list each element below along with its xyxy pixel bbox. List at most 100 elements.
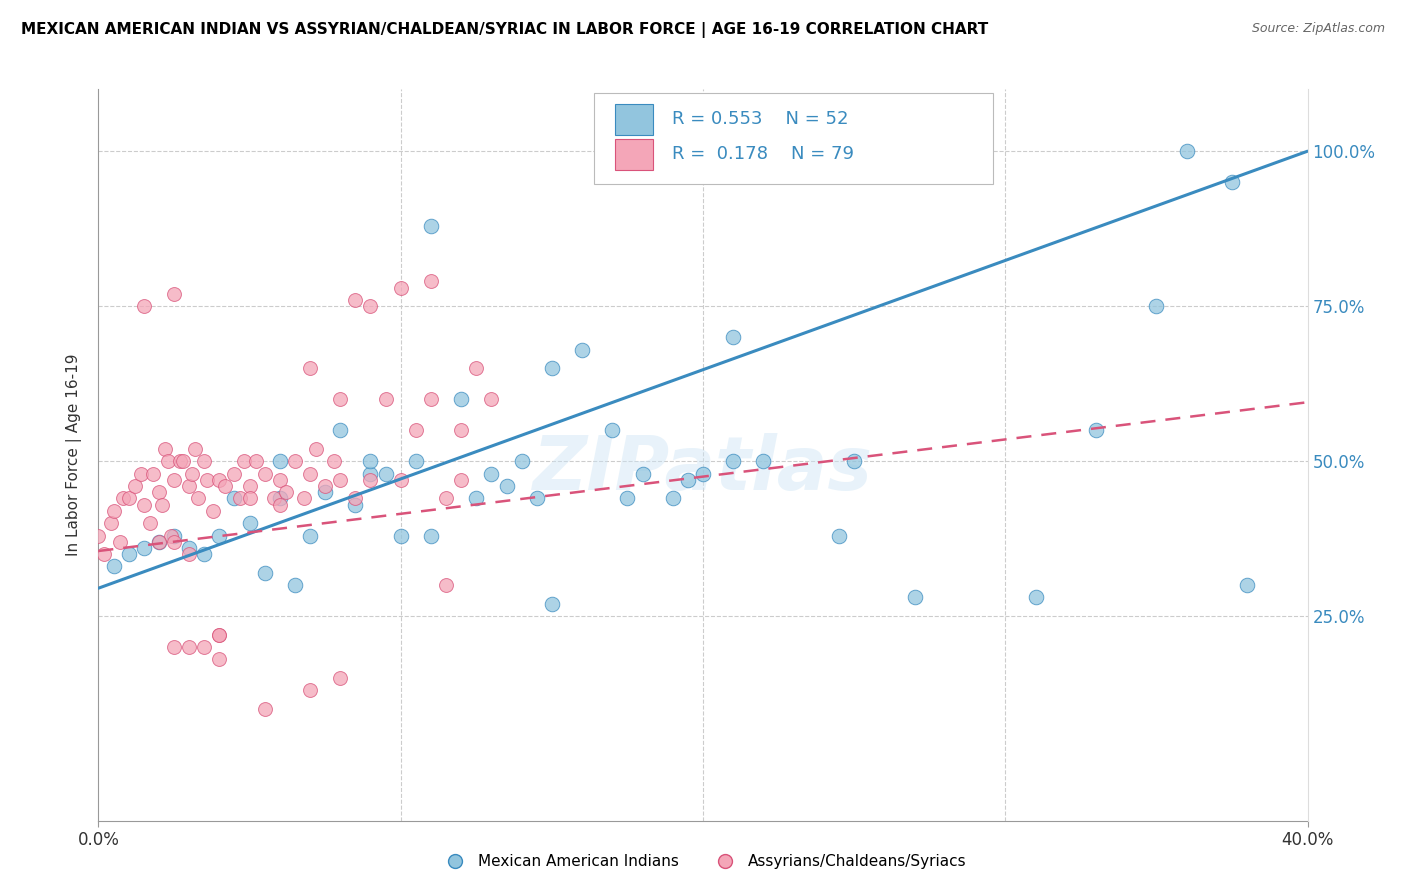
Text: Source: ZipAtlas.com: Source: ZipAtlas.com xyxy=(1251,22,1385,36)
Point xyxy=(1236,578,1258,592)
Point xyxy=(420,392,443,406)
Legend: Mexican American Indians, Assyrians/Chaldeans/Syriacs: Mexican American Indians, Assyrians/Chal… xyxy=(433,848,973,875)
Point xyxy=(253,566,276,580)
Point xyxy=(163,473,186,487)
Point xyxy=(434,491,457,506)
Point xyxy=(193,454,215,468)
Point xyxy=(344,498,367,512)
Point xyxy=(253,467,276,481)
Point xyxy=(374,467,396,481)
Point xyxy=(299,683,322,698)
Point xyxy=(184,442,207,456)
Text: R = 0.553    N = 52: R = 0.553 N = 52 xyxy=(672,111,848,128)
Point xyxy=(904,591,927,605)
Point xyxy=(329,423,352,437)
Point xyxy=(540,361,562,376)
Point xyxy=(269,491,291,506)
Point xyxy=(224,467,246,481)
Point xyxy=(263,491,285,506)
Point xyxy=(389,280,412,294)
Point xyxy=(374,392,396,406)
Point xyxy=(571,343,593,357)
Point xyxy=(481,392,503,406)
Point xyxy=(450,392,472,406)
Point xyxy=(148,485,170,500)
Point xyxy=(420,528,443,542)
Point xyxy=(163,640,186,654)
Point xyxy=(360,473,382,487)
Point xyxy=(405,423,427,437)
Point xyxy=(723,454,745,468)
Point xyxy=(193,640,215,654)
Point xyxy=(314,485,336,500)
Point xyxy=(229,491,252,506)
FancyBboxPatch shape xyxy=(614,139,654,169)
Point xyxy=(269,498,291,512)
Y-axis label: In Labor Force | Age 16-19: In Labor Force | Age 16-19 xyxy=(66,353,83,557)
Point xyxy=(181,467,204,481)
Point xyxy=(208,652,231,666)
Point xyxy=(360,299,382,313)
Point xyxy=(269,473,291,487)
Point xyxy=(124,479,146,493)
Point xyxy=(179,640,201,654)
Point xyxy=(389,528,412,542)
Point xyxy=(450,423,472,437)
Point xyxy=(132,541,155,555)
Point xyxy=(163,286,186,301)
Text: ZIPatlas: ZIPatlas xyxy=(533,433,873,506)
Point xyxy=(284,454,307,468)
Text: MEXICAN AMERICAN INDIAN VS ASSYRIAN/CHALDEAN/SYRIAC IN LABOR FORCE | AGE 16-19 C: MEXICAN AMERICAN INDIAN VS ASSYRIAN/CHAL… xyxy=(21,22,988,38)
Point xyxy=(163,534,186,549)
Point xyxy=(142,467,165,481)
Point xyxy=(292,491,315,506)
Point xyxy=(692,467,714,481)
Point xyxy=(132,498,155,512)
FancyBboxPatch shape xyxy=(614,103,654,135)
Point xyxy=(87,528,110,542)
Point xyxy=(148,534,170,549)
Point xyxy=(214,479,236,493)
Point xyxy=(510,454,533,468)
Point xyxy=(103,559,125,574)
Point xyxy=(495,479,517,493)
Point xyxy=(344,293,367,307)
Point xyxy=(329,473,352,487)
Point xyxy=(253,702,276,716)
Point xyxy=(179,547,201,561)
Point xyxy=(420,274,443,288)
Point xyxy=(187,491,209,506)
Point xyxy=(405,454,427,468)
Point xyxy=(420,219,443,233)
Point xyxy=(360,467,382,481)
Point xyxy=(129,467,152,481)
Point xyxy=(1220,175,1243,189)
Point xyxy=(602,423,624,437)
Point xyxy=(676,473,699,487)
Point xyxy=(526,491,548,506)
Point xyxy=(1024,591,1046,605)
Point xyxy=(540,597,562,611)
Point xyxy=(132,299,155,313)
FancyBboxPatch shape xyxy=(595,93,993,185)
Point xyxy=(274,485,297,500)
Point xyxy=(481,467,503,481)
Point xyxy=(434,578,457,592)
Point xyxy=(269,454,291,468)
Point xyxy=(103,504,125,518)
Point xyxy=(195,473,218,487)
Point xyxy=(224,491,246,506)
Point xyxy=(616,491,638,506)
Point xyxy=(465,361,488,376)
Point xyxy=(752,454,775,468)
Point xyxy=(450,473,472,487)
Point xyxy=(118,491,141,506)
Point xyxy=(208,628,231,642)
Point xyxy=(299,528,322,542)
Point xyxy=(305,442,328,456)
Point xyxy=(239,491,262,506)
Point xyxy=(329,392,352,406)
Point xyxy=(148,534,170,549)
Point xyxy=(172,454,194,468)
Point xyxy=(245,454,267,468)
